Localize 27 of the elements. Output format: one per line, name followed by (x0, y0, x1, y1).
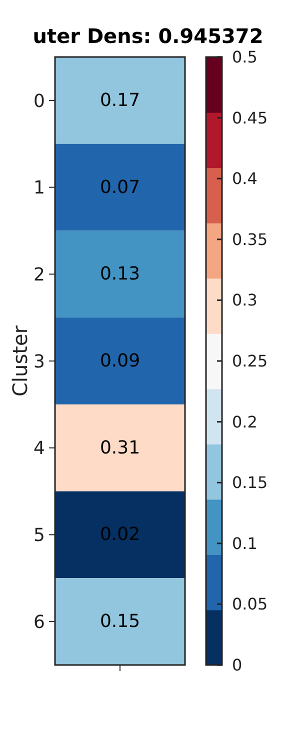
data-label: 0.15 (100, 611, 140, 632)
data-label: 0.07 (100, 176, 140, 198)
chart-title: uter Dens: 0.945372 (32, 24, 264, 48)
color-bar-label: 0.5 (232, 48, 258, 66)
data-label: 0.13 (100, 264, 140, 285)
color-bar-label: 0.3 (232, 290, 258, 310)
y-tick-label: 3 (34, 351, 45, 372)
color-bar-label: 0.45 (232, 108, 268, 128)
color-bar-label: 0.05 (232, 594, 268, 614)
color-bar-label: 0.25 (232, 352, 268, 370)
color-bar-label: 0.1 (232, 534, 258, 553)
y-tick-label: 2 (34, 264, 45, 286)
color-bar-label: 0.2 (232, 412, 258, 432)
y-tick-label: 4 (34, 438, 45, 460)
color-bar-label: 0.4 (232, 169, 258, 188)
y-tick-label: 1 (34, 178, 45, 199)
y-axis-title: Cluster (8, 324, 32, 396)
data-label: 0.31 (100, 437, 140, 458)
y-tick-label: 5 (34, 525, 45, 546)
data-label: 0.17 (100, 90, 140, 111)
y-tick-label: 6 (34, 612, 45, 633)
color-bar-label: 0 (232, 656, 242, 674)
color-bar-label: 0.35 (232, 230, 268, 249)
data-label: 0.02 (100, 524, 140, 546)
data-label: 0.09 (100, 350, 140, 372)
y-tick-label: 0 (34, 90, 45, 112)
color-bar-label: 0.15 (232, 473, 268, 492)
